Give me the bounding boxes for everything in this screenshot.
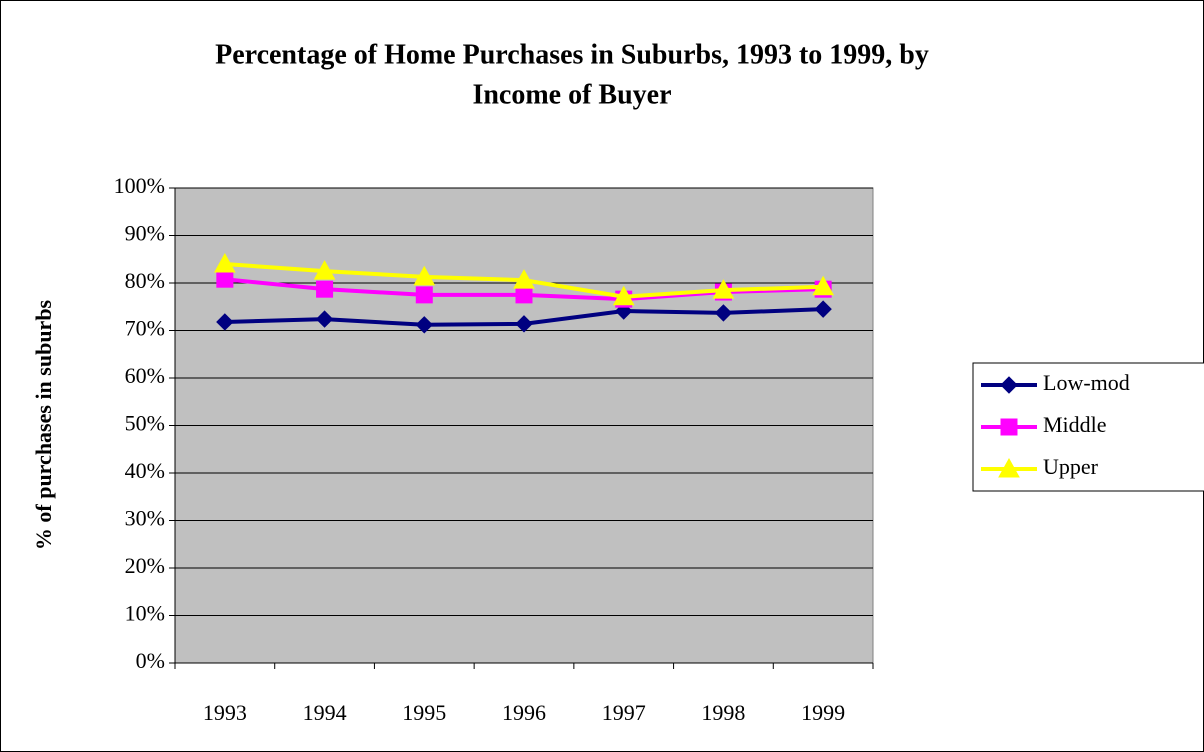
y-tick-label: 70% bbox=[125, 316, 165, 341]
data-point bbox=[515, 315, 533, 333]
data-point bbox=[712, 279, 735, 299]
legend-label: Middle bbox=[1043, 412, 1107, 437]
y-tick-label: 90% bbox=[125, 221, 165, 246]
data-point bbox=[515, 286, 533, 304]
y-tick-label: 60% bbox=[125, 363, 165, 388]
x-tick-label: 1998 bbox=[701, 700, 745, 725]
legend-marker bbox=[1000, 418, 1018, 436]
y-tick-label: 10% bbox=[125, 601, 165, 626]
data-point bbox=[415, 316, 433, 334]
x-tick-label: 1999 bbox=[801, 700, 845, 725]
data-point bbox=[316, 280, 334, 298]
data-point bbox=[814, 300, 832, 318]
y-tick-label: 50% bbox=[125, 411, 165, 436]
y-axis-label: % of purchases in suburbs bbox=[31, 299, 56, 550]
data-point bbox=[315, 310, 334, 328]
data-point bbox=[415, 286, 433, 304]
legend-label: Upper bbox=[1043, 454, 1099, 479]
legend-marker bbox=[1000, 376, 1018, 394]
data-point bbox=[812, 275, 834, 296]
legend-label: Low-mod bbox=[1043, 370, 1130, 395]
x-tick-label: 1997 bbox=[602, 700, 646, 725]
legend-marker bbox=[998, 457, 1020, 478]
chart-title: Percentage of Home Purchases in Suburbs,… bbox=[215, 39, 929, 70]
x-tick-label: 1996 bbox=[502, 700, 546, 725]
data-point bbox=[513, 269, 535, 289]
y-tick-label: 80% bbox=[125, 268, 165, 293]
data-point bbox=[714, 304, 733, 322]
data-point bbox=[216, 313, 234, 331]
y-tick-label: 20% bbox=[125, 553, 165, 578]
x-tick-label: 1994 bbox=[303, 700, 347, 725]
y-tick-label: 40% bbox=[125, 458, 165, 483]
data-point bbox=[216, 270, 234, 288]
data-point bbox=[313, 260, 336, 280]
data-point bbox=[612, 285, 635, 306]
y-tick-label: 30% bbox=[125, 506, 165, 531]
y-tick-label: 0% bbox=[136, 648, 165, 673]
x-tick-label: 1995 bbox=[402, 700, 446, 725]
data-point bbox=[413, 265, 436, 286]
data-point bbox=[214, 252, 236, 273]
chart-subtitle: Income of Buyer bbox=[472, 79, 671, 110]
x-tick-label: 1993 bbox=[203, 700, 247, 725]
y-tick-label: 100% bbox=[114, 173, 165, 198]
